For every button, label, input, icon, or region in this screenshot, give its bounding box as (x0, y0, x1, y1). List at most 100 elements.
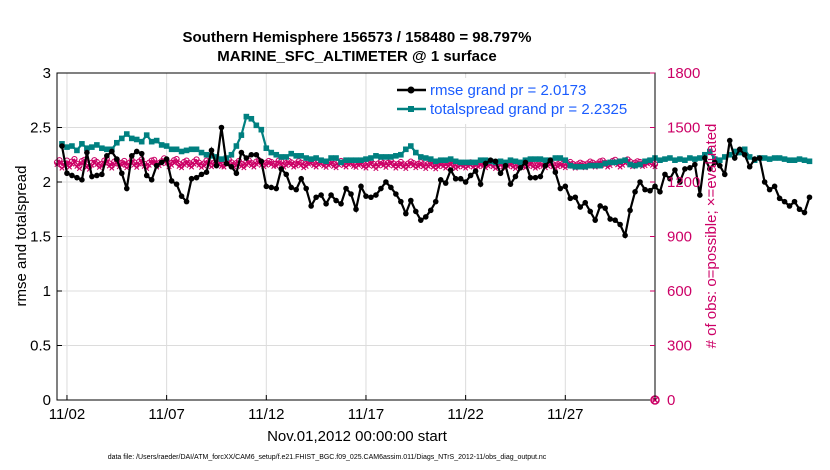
totalspread-point (517, 159, 524, 166)
rmse-point (637, 179, 643, 185)
rmse-point (662, 171, 668, 178)
tick-label-right: 900 (667, 229, 692, 246)
rmse-point (173, 181, 180, 187)
rmse-point (766, 186, 773, 193)
right-axis: 0 300 600 900 1200 1500 1800 (650, 65, 700, 409)
rmse-point (572, 194, 579, 201)
rmse-point (672, 167, 678, 173)
obs-evaluated-marker (71, 159, 78, 165)
tick-label-left: 3 (43, 65, 51, 82)
obs-evaluated-marker (438, 162, 444, 168)
totalspread-point (647, 157, 653, 163)
rmse-point (776, 195, 783, 202)
totalspread-point (378, 154, 384, 160)
rmse-point (128, 153, 135, 159)
rmse-point (432, 198, 439, 205)
totalspread-point (288, 150, 295, 157)
totalspread-point (741, 146, 748, 153)
obs-evaluated-marker (109, 165, 115, 171)
totalspread-point (657, 157, 663, 163)
rmse-point (497, 170, 504, 177)
tick-label-right: 1800 (667, 65, 700, 82)
rmse-point (69, 172, 75, 179)
rmse-point (143, 172, 150, 179)
totalspread-point (537, 156, 544, 162)
totalspread-point (716, 157, 723, 163)
totalspread-point (178, 148, 185, 155)
rmse-point (328, 192, 334, 198)
rmse-point (64, 170, 70, 177)
rmse-point (353, 206, 359, 213)
tick-label-left: 2 (43, 174, 51, 191)
totalspread-point (617, 158, 623, 165)
totalspread-point (467, 159, 474, 166)
rmse-point (771, 183, 778, 190)
rmse-point (263, 183, 270, 190)
tick-label-left: 1 (43, 283, 51, 300)
totalspread-point (687, 155, 693, 161)
rmse-point (597, 203, 603, 209)
rmse-point (208, 147, 215, 154)
totalspread-point (806, 158, 813, 165)
totalspread-point (442, 157, 449, 163)
rmse-point (617, 221, 623, 228)
rmse-point (702, 155, 708, 161)
rmse-point (427, 207, 434, 214)
obs-evaluated-marker (453, 165, 459, 172)
totalspread-point (64, 144, 70, 150)
totalspread-point (258, 126, 265, 133)
totalspread-point (388, 154, 394, 160)
rmse-point (721, 171, 728, 178)
rmse-point (801, 209, 808, 216)
totalspread-point (697, 155, 703, 161)
totalspread-point (383, 154, 389, 160)
obs-evaluated-marker (248, 163, 254, 169)
obs-evaluated-marker (475, 164, 481, 170)
totalspread-point (218, 156, 225, 162)
obs-evaluated-marker (181, 161, 187, 168)
rmse-point (318, 192, 324, 198)
totalspread-point (413, 149, 419, 156)
totalspread-point (427, 156, 434, 162)
totalspread-point (368, 155, 374, 161)
obs-evaluated-marker (345, 161, 352, 168)
rmse-point (248, 151, 255, 158)
rmse-point (94, 172, 100, 179)
obs-evaluated-marker (296, 161, 302, 167)
rmse-point (467, 172, 474, 179)
totalspread-point (333, 155, 339, 161)
totalspread-point (248, 115, 255, 122)
legend-spread-label: totalspread grand pr = 2.2325 (430, 101, 627, 118)
totalspread-point (348, 157, 354, 163)
rmse-point (507, 181, 514, 187)
rmse-point (104, 153, 110, 159)
totalspread-point (323, 158, 329, 165)
totalspread-point (143, 132, 150, 138)
totalspread-point (188, 146, 195, 153)
rmse-point (59, 143, 65, 149)
rmse-point (243, 155, 250, 161)
rmse-point (99, 171, 105, 178)
totalspread-point (203, 151, 210, 158)
rmse-point (712, 159, 718, 166)
totalspread-point (577, 163, 584, 170)
rmse-point (118, 170, 125, 177)
totalspread-point (637, 161, 643, 168)
rmse-point (647, 187, 653, 194)
totalspread-point (602, 160, 608, 167)
totalspread-point (358, 157, 364, 163)
totalspread-point (472, 159, 479, 166)
rmse-point (238, 149, 245, 156)
obs-evaluated-marker (134, 164, 140, 171)
rmse-point (163, 156, 170, 162)
obs-evaluated-marker (186, 163, 192, 169)
tick-label-x: 11/27 (547, 406, 583, 423)
rmse-point (79, 177, 85, 183)
rmse-point (697, 192, 703, 198)
rmse-point (741, 151, 748, 158)
totalspread-point (198, 149, 205, 156)
tick-label-x: 11/07 (148, 406, 184, 423)
totalspread-point (597, 162, 603, 169)
tick-label-x: 11/12 (248, 406, 284, 423)
obs-evaluated-marker (174, 159, 180, 165)
